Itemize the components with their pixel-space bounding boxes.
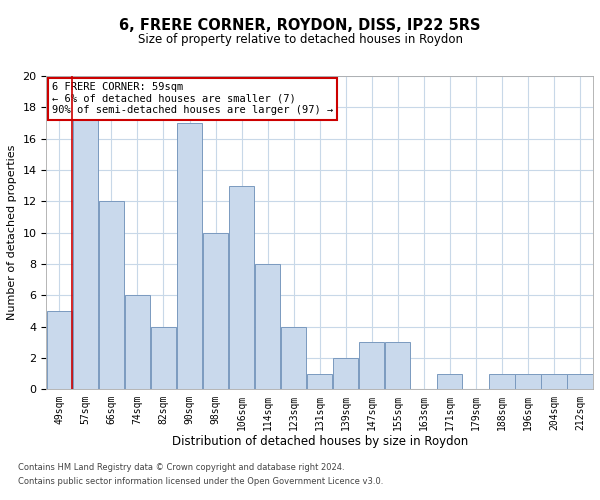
Text: 6 FRERE CORNER: 59sqm
← 6% of detached houses are smaller (7)
90% of semi-detach: 6 FRERE CORNER: 59sqm ← 6% of detached h… <box>52 82 333 116</box>
Bar <box>541 374 566 390</box>
Text: Contains public sector information licensed under the Open Government Licence v3: Contains public sector information licen… <box>18 477 383 486</box>
Bar <box>73 108 98 390</box>
Bar <box>151 326 176 390</box>
X-axis label: Distribution of detached houses by size in Roydon: Distribution of detached houses by size … <box>172 435 468 448</box>
Bar <box>359 342 385 390</box>
Y-axis label: Number of detached properties: Number of detached properties <box>7 145 17 320</box>
Bar <box>437 374 463 390</box>
Bar <box>307 374 332 390</box>
Bar <box>125 296 150 390</box>
Bar <box>333 358 358 390</box>
Text: 6, FRERE CORNER, ROYDON, DISS, IP22 5RS: 6, FRERE CORNER, ROYDON, DISS, IP22 5RS <box>119 18 481 32</box>
Bar <box>385 342 410 390</box>
Bar <box>515 374 541 390</box>
Bar <box>229 186 254 390</box>
Bar <box>177 123 202 390</box>
Bar <box>281 326 306 390</box>
Bar <box>255 264 280 390</box>
Bar <box>99 202 124 390</box>
Bar <box>203 232 228 390</box>
Bar <box>568 374 593 390</box>
Bar <box>490 374 515 390</box>
Text: Size of property relative to detached houses in Roydon: Size of property relative to detached ho… <box>137 32 463 46</box>
Bar <box>47 311 72 390</box>
Text: Contains HM Land Registry data © Crown copyright and database right 2024.: Contains HM Land Registry data © Crown c… <box>18 464 344 472</box>
